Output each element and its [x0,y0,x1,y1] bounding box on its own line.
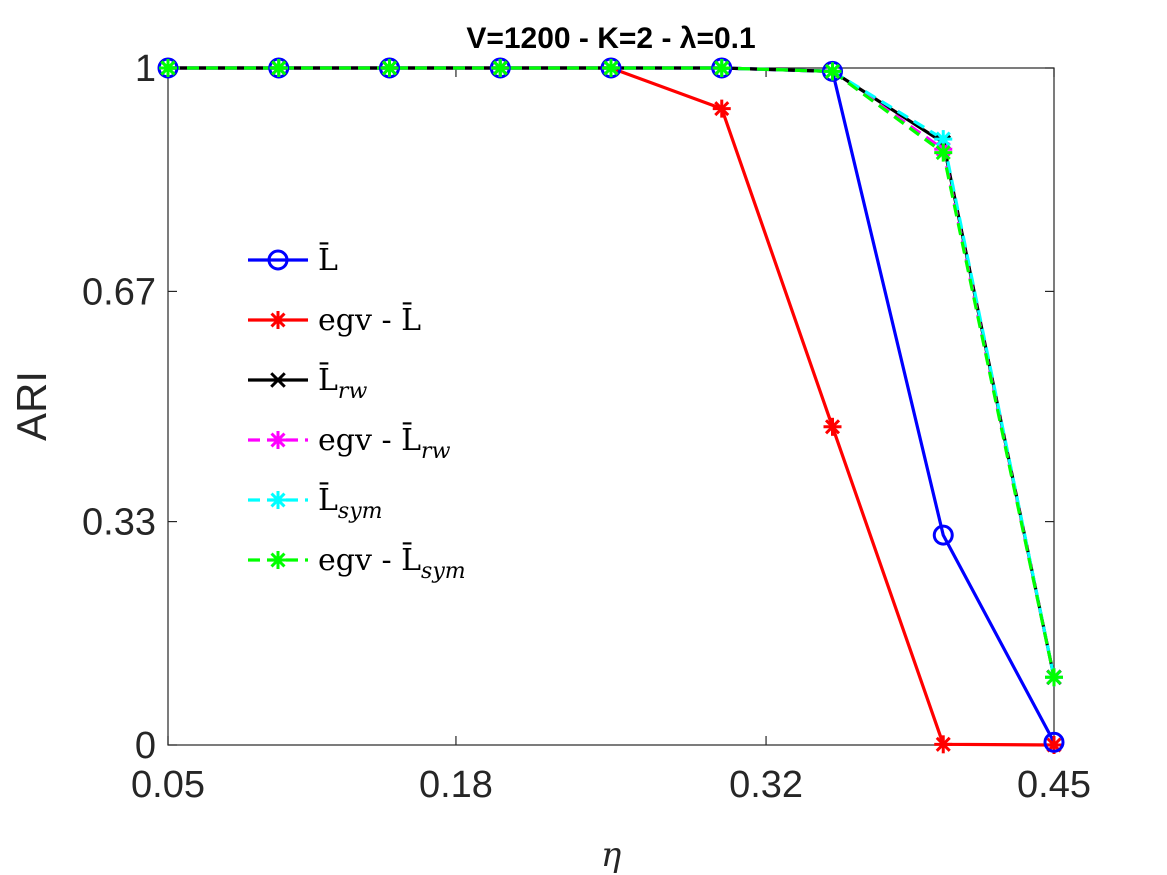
legend-label: L̄ [318,242,338,278]
data-point-4-7 [934,130,953,149]
data-point-5-6 [823,62,842,81]
data-point-5-8 [1045,668,1063,687]
data-point-5-2 [380,59,399,77]
data-point-5-3 [491,59,510,77]
data-point-5-4 [602,59,620,77]
data-point-1-5 [712,99,731,118]
y-axis-label: ARI [8,371,55,441]
legend-marker [269,491,287,509]
legend-item: L̄rw [248,362,367,404]
x-tick-label: 0.45 [1017,764,1091,806]
data-point-0-7 [932,524,954,546]
x-axis-label: η [601,835,622,875]
x-tick-label: 0.32 [729,764,803,806]
plot-area [167,67,1055,746]
legend-item: egv - L̄rw [248,422,451,464]
y-tick-label: 0 [135,725,156,767]
data-point-1-7 [934,735,953,754]
legend-marker [267,249,289,271]
legend-label: egv - L̄rw [318,422,451,464]
legend-label: egv - L̄sym [318,542,466,584]
legend-marker [270,372,286,388]
y-tick-label: 0.33 [82,502,156,544]
legend-label: egv - L̄ [318,302,421,338]
data-point-1-6 [823,417,842,436]
legend-item: L̄ [248,242,338,278]
legend-marker [269,311,287,329]
x-tick-label: 0.18 [419,764,493,806]
legend: L̄ egv - L̄ L̄rw egv - L̄rw L̄sym egv - L̄sym [248,242,466,584]
legend-label: L̄rw [318,362,367,404]
y-tick-label: 0.67 [82,271,156,313]
legend-label: L̄sym [318,482,383,524]
data-point-5-7 [934,143,953,162]
x-tick-label: 0.05 [131,764,205,806]
chart-title: V=1200 - K=2 - λ=0.1 [466,22,755,55]
legend-item: egv - L̄ [248,302,421,338]
legend-marker [269,431,287,449]
data-point-5-0 [159,59,177,77]
data-point-0-8 [1043,731,1065,753]
legend-marker [269,551,287,569]
data-point-5-5 [712,59,731,77]
y-tick-label: 1 [135,48,156,90]
legend-item: egv - L̄sym [248,542,466,584]
legend-item: L̄sym [248,482,383,524]
data-point-5-1 [269,59,288,77]
